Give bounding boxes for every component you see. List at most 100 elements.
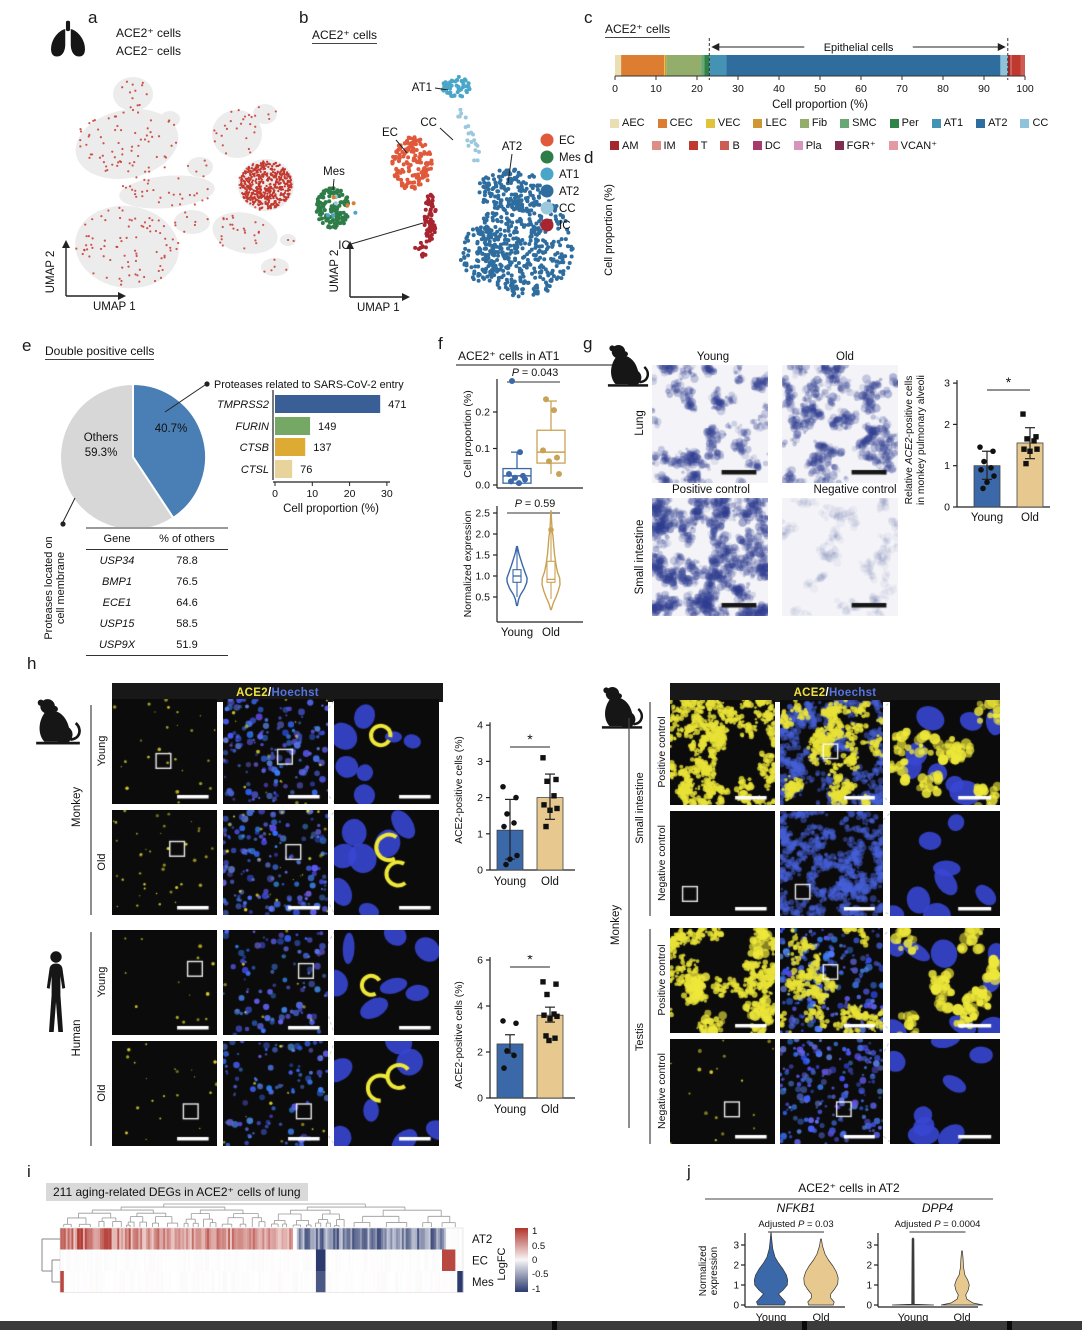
svg-text:1.5: 1.5 (475, 550, 490, 562)
human-icon (46, 951, 66, 1032)
svg-text:40.7%: 40.7% (155, 423, 188, 435)
svg-text:TMPRSS2: TMPRSS2 (217, 399, 269, 411)
legend-item-FGR⁺: FGR⁺ (834, 139, 876, 152)
svg-text:0: 0 (866, 1301, 872, 1312)
panel-label-j: j (687, 1162, 691, 1181)
legend-item-B: B (720, 140, 740, 152)
svg-text:30: 30 (732, 83, 744, 95)
panel-label-i: i (27, 1162, 31, 1181)
monkey-alveoli-bar-chart: Relative ACE2-positive cells in monkey pu… (904, 374, 1050, 524)
umap-legend-ace2-neg: ACE2⁻ cells (97, 44, 181, 58)
svg-text:CC: CC (420, 117, 437, 129)
legend-item-SMC: SMC (840, 117, 877, 129)
svg-text:AT1: AT1 (412, 82, 432, 94)
legend-item-Pla: Pla (793, 140, 822, 152)
svg-text:P = 0.59: P = 0.59 (515, 498, 556, 510)
svg-text:Mes: Mes (323, 166, 345, 178)
svg-text:0: 0 (733, 1301, 739, 1312)
svg-text:1.0: 1.0 (475, 571, 490, 583)
svg-text:*: * (527, 955, 533, 967)
fluorescence-image (670, 928, 775, 1033)
svg-text:Others: Others (84, 432, 119, 444)
species-label-monkey: Monkey (71, 786, 83, 828)
panel-e-title: Double positive cells (45, 344, 155, 360)
svg-text:70: 70 (896, 83, 908, 95)
panel-label-b: b (299, 8, 309, 27)
svg-text:0.2: 0.2 (475, 407, 490, 419)
cell-type-legend-row1: AEC CEC VEC LEC Fib SMC Per AT1 AT2 CC (610, 117, 1048, 129)
svg-text:0.5: 0.5 (532, 1241, 545, 1252)
table-row: ECE1 64.6 (102, 596, 198, 609)
svg-text:40: 40 (773, 83, 785, 95)
panel-g-col-young: Young (696, 351, 730, 363)
table-row: BMP1 76.5 (102, 575, 198, 588)
svg-text:P = 0.043: P = 0.043 (512, 367, 559, 379)
svg-text:3: 3 (733, 1241, 739, 1252)
svg-text:CC: CC (559, 203, 576, 215)
fluorescence-image (780, 1039, 883, 1144)
ace2-channel-label: ACE2 (793, 686, 826, 699)
svg-text:Adjusted P = 0.03: Adjusted P = 0.03 (758, 1219, 833, 1230)
fluorescence-header-right: ACE2 / Hoechst (670, 683, 1000, 702)
svg-text:Old: Old (542, 627, 560, 639)
ace2-neg-dot (97, 45, 110, 58)
panel-label-h: h (27, 654, 37, 673)
svg-text:0: 0 (944, 502, 950, 514)
panel-c-title: ACE2⁺ cells (605, 22, 671, 38)
svg-text:ACE2-positive cells (%): ACE2-positive cells (%) (454, 981, 465, 1089)
svg-text:2.0: 2.0 (475, 529, 490, 541)
svg-text:ACE2-positive cells (%): ACE2-positive cells (%) (454, 736, 465, 844)
panel-b-title: ACE2⁺ cells (312, 28, 378, 44)
svg-text:60: 60 (855, 83, 867, 95)
ish-image (652, 498, 768, 616)
svg-text:2.5: 2.5 (475, 508, 490, 520)
ish-image (782, 365, 898, 483)
svg-text:expression: expression (709, 1247, 720, 1295)
ace2-pos-label: ACE2⁺ cells (116, 26, 182, 40)
svg-text:Normalized: Normalized (698, 1246, 709, 1297)
svg-text:4: 4 (477, 720, 483, 732)
fluorescence-header-left: ACE2 / Hoechst (112, 683, 443, 702)
svg-text:Old: Old (1021, 512, 1039, 524)
svg-text:*: * (527, 731, 533, 747)
svg-text:Mes: Mes (559, 152, 581, 164)
row-label-negative-control: Negative control (656, 1053, 668, 1129)
legend-item-VCAN⁺: VCAN⁺ (888, 139, 937, 152)
ish-image (782, 498, 898, 616)
svg-text:Mes: Mes (472, 1277, 494, 1289)
svg-text:2: 2 (733, 1261, 739, 1272)
fluorescence-image (670, 1039, 775, 1144)
legend-item-VEC: VEC (705, 117, 740, 129)
svg-text:CTSL: CTSL (241, 464, 269, 476)
svg-text:Normalized expression: Normalized expression (462, 510, 474, 617)
panel-label-g: g (583, 334, 593, 353)
panel-g-col-old: Old (836, 351, 854, 363)
panel-label-e: e (22, 336, 32, 355)
human-ace2-positive-bar-chart: ACE2-positive cells (%) 0 2 4 6 * Young Old (454, 955, 575, 1116)
tissue-label-testis: Testis (634, 1022, 646, 1052)
umap-legend-ace2-pos: ACE2⁺ cells (97, 26, 181, 40)
svg-text:Cell proportion (%): Cell proportion (%) (603, 184, 615, 276)
svg-text:AT2: AT2 (472, 1234, 492, 1246)
svg-text:149: 149 (318, 421, 336, 433)
svg-text:FURIN: FURIN (235, 421, 269, 433)
svg-text:IC: IC (559, 220, 571, 232)
svg-text:CTSB: CTSB (240, 442, 269, 454)
svg-text:0: 0 (612, 83, 618, 95)
svg-text:EC: EC (382, 127, 398, 139)
svg-text:100: 100 (1016, 83, 1034, 95)
legend-item-AEC: AEC (610, 117, 645, 129)
monkey-icon (601, 686, 644, 729)
svg-text:6: 6 (477, 955, 483, 967)
row-label-small-intestine: Small intestine (634, 519, 646, 595)
fluorescence-zoom-image (334, 1041, 439, 1146)
svg-text:ACE2⁺ cells in AT2: ACE2⁺ cells in AT2 (798, 1181, 900, 1195)
fluorescence-image (223, 1041, 328, 1146)
table-header-gene: Gene (103, 533, 131, 545)
fluorescence-zoom-image (890, 1039, 1000, 1144)
svg-text:1: 1 (477, 828, 483, 840)
svg-text:Old: Old (541, 876, 559, 888)
species-label-monkey: Monkey (610, 904, 622, 946)
